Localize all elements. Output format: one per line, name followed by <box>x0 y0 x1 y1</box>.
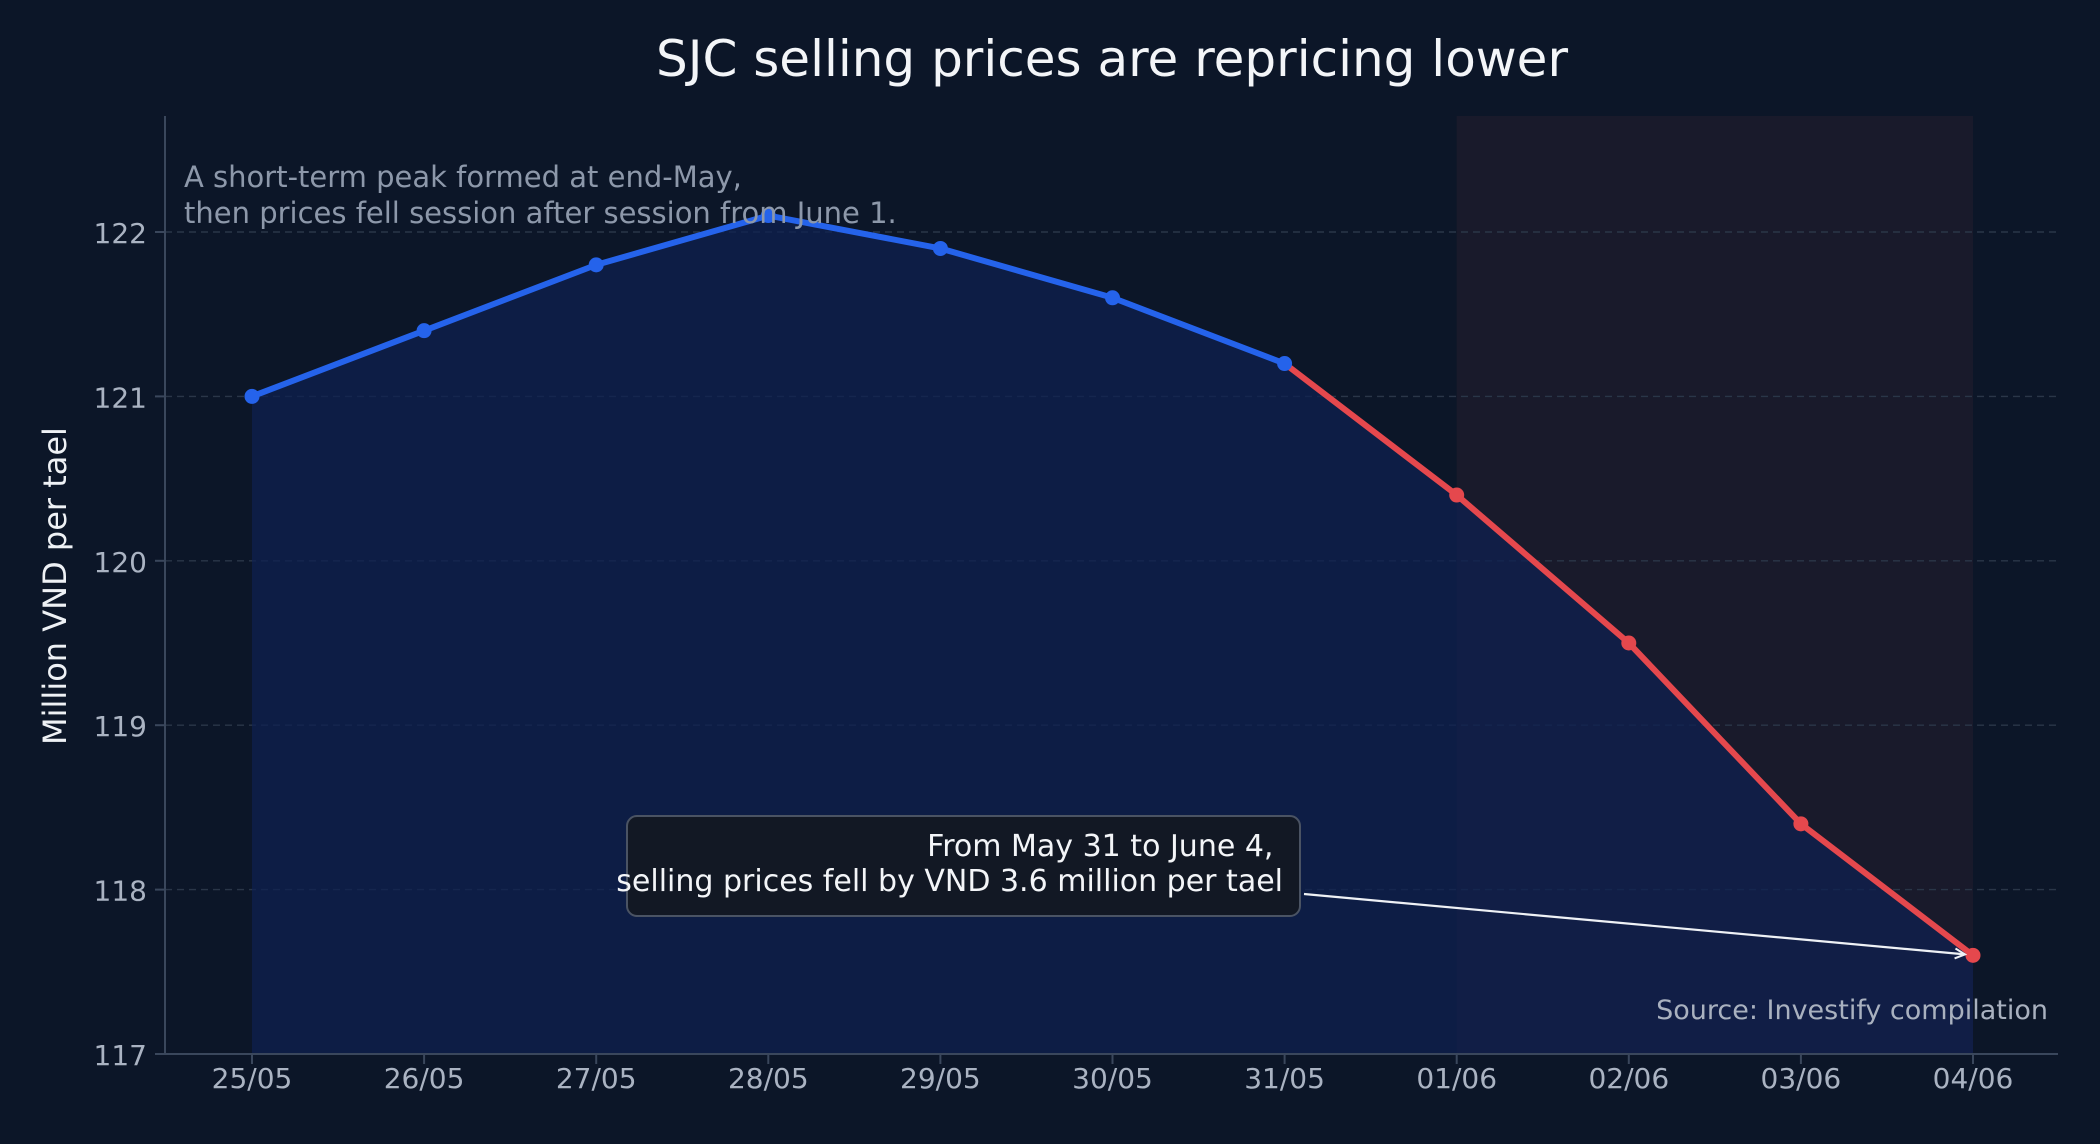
x-tick-label: 28/05 <box>728 1062 809 1095</box>
callout-line-1: From May 31 to June 4, <box>927 829 1273 864</box>
price-point <box>760 208 776 224</box>
callout-line-2: selling prices fell by VND 3.6 million p… <box>616 864 1283 899</box>
chart-note-line-1: A short-term peak formed at end-May, <box>184 160 742 194</box>
y-tick-label: 121 <box>94 381 147 414</box>
callout-text: From May 31 to June 4, selling prices fe… <box>616 829 1283 899</box>
x-tick-label: 03/06 <box>1761 1062 1842 1095</box>
price-point <box>588 257 604 273</box>
y-tick-label: 120 <box>94 546 147 579</box>
price-point <box>416 323 432 339</box>
price-point <box>932 240 948 256</box>
price-point <box>1277 356 1293 372</box>
price-point <box>1965 947 1981 963</box>
y-tick-label: 117 <box>94 1039 147 1072</box>
chart-note-line-2: then prices fell session after session f… <box>184 196 897 230</box>
y-axis-label: Million VND per tael <box>36 427 74 745</box>
y-tick-label: 122 <box>94 217 147 250</box>
x-tick-label: 30/05 <box>1072 1062 1153 1095</box>
callout-box <box>626 815 1301 917</box>
x-tick-label: 29/05 <box>900 1062 981 1095</box>
price-point <box>1105 290 1120 306</box>
x-tick-label: 01/06 <box>1416 1062 1497 1095</box>
x-tick-label: 27/05 <box>556 1062 637 1095</box>
callout-arrow <box>1303 892 1965 954</box>
y-tick-label: 118 <box>94 875 147 908</box>
price-point <box>1621 635 1637 651</box>
price-point <box>244 388 260 404</box>
price-point <box>1793 816 1809 832</box>
x-tick-label: 25/05 <box>212 1062 293 1095</box>
chart-note: A short-term peak formed at end-May, the… <box>184 160 897 230</box>
x-tick-label: 26/05 <box>384 1062 465 1095</box>
x-tick-label: 04/06 <box>1933 1062 2014 1095</box>
x-tick-label: 31/05 <box>1244 1062 1325 1095</box>
chart-title: SJC selling prices are repricing lower <box>656 30 1568 88</box>
x-tick-label: 02/06 <box>1588 1062 1669 1095</box>
source-note: Source: Investify compilation <box>1656 995 2048 1026</box>
callout: From May 31 to June 4, selling prices fe… <box>616 815 1965 954</box>
price-point <box>1449 487 1465 503</box>
y-tick-label: 119 <box>94 710 147 743</box>
